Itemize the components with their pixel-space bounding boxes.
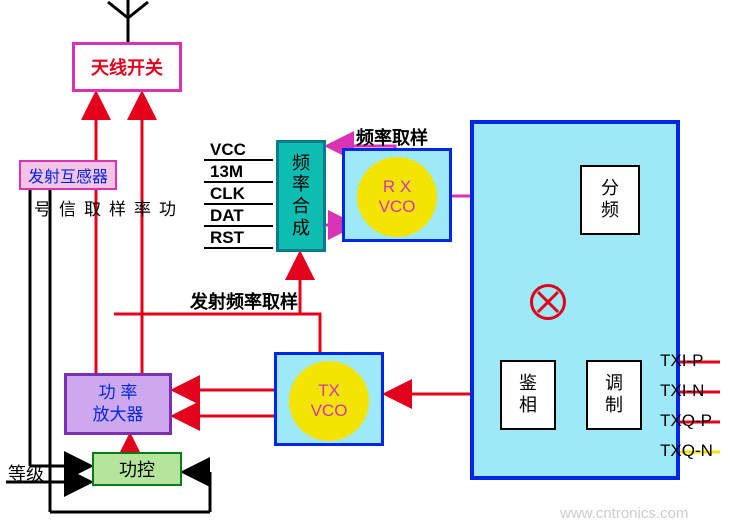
rx-vco-label2: VCO [379, 197, 416, 217]
txi-p-label: TXI-P [660, 351, 703, 371]
rx-vco-label1: R X [383, 177, 411, 197]
synth-signal-vcc: VCC [210, 140, 246, 160]
tx-transformer-label: 发射互感器 [28, 163, 108, 187]
synth-signal-13m: 13M [210, 162, 243, 182]
power-sample-label: 功 率 样 取 信 号 [28, 200, 178, 219]
synth-signal-rst: RST [210, 228, 244, 248]
txq-p-label: TXQ-P [660, 411, 712, 431]
mixer-icon [530, 284, 566, 320]
pa-label2: 放大器 [93, 404, 144, 426]
pa-label1: 功 率 [99, 382, 138, 404]
modulator-label: 调 制 [605, 373, 623, 416]
txi-n-label: TXI-N [660, 381, 704, 401]
phase-block: 鉴 相 [500, 360, 556, 430]
watermark: www.cntronics.com [560, 505, 688, 522]
power-amp-block: 功 率 放大器 [64, 373, 172, 435]
rx-vco-circle: R X VCO [357, 157, 437, 237]
freq-synth-label: 频 率 合 成 [292, 153, 310, 239]
tx-freq-sample-label: 发射频率取样 [190, 288, 298, 314]
power-control-block: 功控 [92, 452, 182, 486]
divider-label: 分 频 [601, 178, 619, 221]
level-label: 等级 [8, 460, 44, 486]
antenna-switch-block: 天线开关 [72, 42, 182, 92]
synth-signal-dat: DAT [210, 206, 244, 226]
synth-signal-clk: CLK [210, 184, 245, 204]
txq-n-label: TXQ-N [660, 441, 713, 461]
tx-transformer-block: 发射互感器 [19, 160, 117, 190]
tx-vco-label: TX VCO [311, 381, 348, 422]
tx-vco-circle: TX VCO [289, 361, 369, 441]
modulator-block: 调 制 [586, 360, 642, 430]
pc-label: 功控 [119, 456, 155, 482]
antenna-switch-label: 天线开关 [91, 54, 163, 80]
freq-synth-block: 频 率 合 成 [276, 140, 326, 252]
freq-sample-label: 频率取样 [356, 124, 428, 150]
divider-block: 分 频 [580, 165, 640, 235]
phase-label: 鉴 相 [519, 373, 537, 416]
